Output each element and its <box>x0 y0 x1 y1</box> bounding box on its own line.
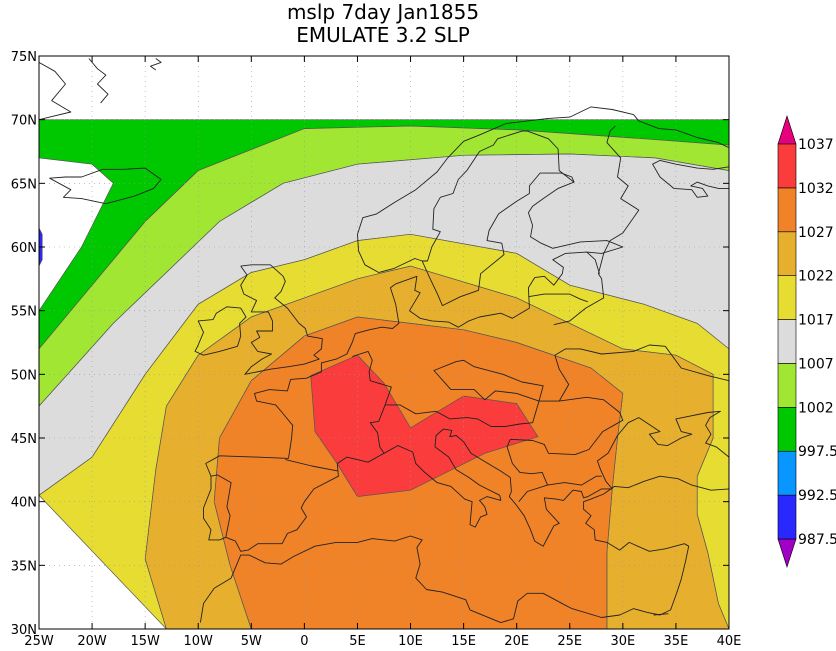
coastline <box>150 58 162 71</box>
title-line-2: EMULATE 3.2 SLP <box>296 23 470 47</box>
title-line-1: mslp 7day Jan1855 <box>287 0 479 24</box>
colorbar-swatch <box>777 407 797 452</box>
coastline <box>653 613 669 616</box>
colorbar-level-label: 997.5 <box>798 444 836 460</box>
lon-tick-label: 10W <box>184 634 214 649</box>
lon-tick-label: 35E <box>664 634 689 649</box>
coastline <box>203 410 729 552</box>
coastlines <box>39 58 729 624</box>
axes: 25W 20W 15W 10W 5W 0 5E 10E 15E 20E 25E 30E 35E 40E 30… <box>11 50 742 649</box>
lon-tick-label: 10E <box>398 634 423 649</box>
lat-tick-label: 50N <box>11 368 37 383</box>
coastline <box>369 359 544 454</box>
colorbar-swatch <box>777 143 797 189</box>
coastline <box>553 253 605 326</box>
coastline <box>603 125 640 254</box>
coastline <box>285 459 339 472</box>
coastline <box>547 475 602 486</box>
lon-tick-label: 40E <box>717 634 742 649</box>
coastline <box>210 474 232 538</box>
lon-tick-label: 25W <box>24 634 54 649</box>
lon-tick-label: 20E <box>504 634 529 649</box>
lat-tick-label: 75N <box>11 50 37 65</box>
colorbar-level-label: 1002 <box>798 400 834 416</box>
plot-frame <box>38 55 730 630</box>
coastline <box>586 251 600 274</box>
lon-tick-label: 5W <box>241 634 262 649</box>
pressure-bands <box>39 119 729 629</box>
colorbar-level-label: 1022 <box>798 269 834 285</box>
coastline <box>39 62 72 121</box>
coastline <box>554 344 729 402</box>
colorbar-swatch <box>777 363 797 408</box>
colorbar-level-label: 987.5 <box>798 532 836 548</box>
coastline <box>528 293 588 303</box>
colorbar-level-label: 1037 <box>798 137 834 153</box>
coastline <box>49 167 162 205</box>
pressure-band-6 <box>310 354 539 497</box>
coastline <box>652 159 729 198</box>
colorbar-swatch <box>777 275 797 320</box>
colorbar-swatch <box>777 494 797 540</box>
lon-tick-label: 15E <box>451 634 476 649</box>
colorbar-swatch <box>777 450 797 496</box>
lon-tick-label: 15W <box>130 634 160 649</box>
lat-tick-label: 55N <box>11 305 37 320</box>
colorbar-level-label: 1027 <box>798 225 834 241</box>
gridlines <box>39 56 729 629</box>
coastline <box>506 396 624 502</box>
colorbar-arrow-high <box>777 115 797 145</box>
colorbar-level-label: 1032 <box>798 181 834 197</box>
coastline <box>240 264 323 375</box>
lat-tick-label: 45N <box>11 432 37 447</box>
lon-tick-label: 25E <box>557 634 582 649</box>
colorbar-arrow-low <box>777 538 797 568</box>
lon-tick-label: 30E <box>610 634 635 649</box>
coastline <box>199 475 729 624</box>
lon-tick-label: 20W <box>77 634 107 649</box>
colorbar-swatch <box>777 319 797 364</box>
colorbar: 987.5 992.5 997.5 1002 1007 1017 1022 1027 1032 1… <box>777 115 836 568</box>
coastline <box>88 58 109 104</box>
lat-tick-label: 65N <box>11 177 37 192</box>
colorbar-swatch <box>777 231 797 276</box>
lat-tick-label: 35N <box>11 559 37 574</box>
lon-tick-label: 5E <box>349 634 366 649</box>
lat-tick-label: 70N <box>11 114 37 129</box>
lon-tick-label: 0 <box>300 634 308 649</box>
colorbar-level-label: 1017 <box>798 313 834 329</box>
lat-tick-label: 60N <box>11 241 37 256</box>
coastline <box>352 350 392 406</box>
lat-tick-label: 40N <box>11 496 37 511</box>
colorbar-level-label: 992.5 <box>798 488 836 504</box>
coastline <box>422 130 575 262</box>
lat-tick-label: 30N <box>11 623 37 638</box>
colorbar-level-label: 1007 <box>798 356 834 372</box>
coastline <box>254 106 729 459</box>
coastline <box>194 306 247 356</box>
colorbar-swatch <box>777 187 797 233</box>
